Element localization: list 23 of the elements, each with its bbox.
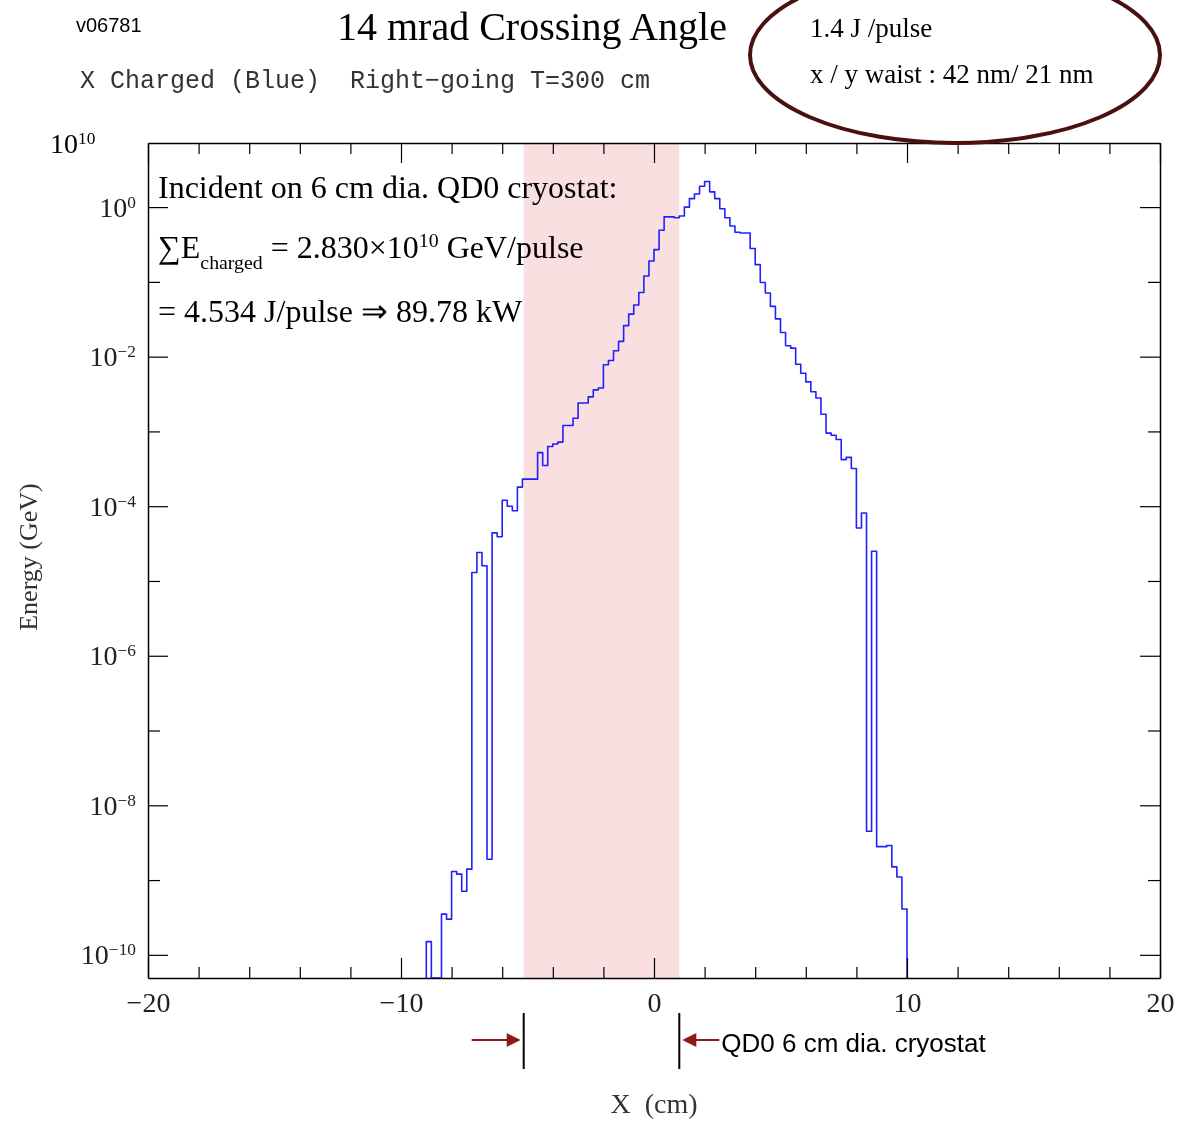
x-axis-title: X (cm) (610, 1088, 698, 1119)
text: v06781 (76, 14, 142, 36)
text: 10$^{10}$ (50, 128, 96, 159)
annotation: Incident on 6 cm dia. QD0 cryostat: (158, 169, 618, 205)
y-tick-label: 10$^{−6}$ (89, 640, 137, 672)
band-label: QD0 6 cm dia. cryostat (721, 1028, 987, 1058)
x-tick-label: 10 (893, 986, 922, 1018)
text: 1.4 J /pulse (810, 13, 933, 43)
y-tick-label: 10$^{−10}$ (80, 939, 137, 971)
y-tick-label: 10$^{−8}$ (89, 789, 137, 821)
y-axis-title: Energy (GeV) (14, 483, 43, 631)
text: x / y waist : 42 nm/ 21 nm (810, 59, 1094, 89)
x-tick-label: −20 (126, 986, 171, 1018)
chart-title: 14 mrad Crossing Angle (337, 4, 727, 49)
chart-subtitle: X Charged (Blue) Right−going T=300 cm (80, 67, 651, 96)
y-tick-label: 10$^{−2}$ (89, 341, 136, 373)
y-tick-label: 10$^{−4}$ (89, 490, 137, 522)
y-tick-label: 10$^{0}$ (99, 191, 137, 223)
x-tick-label: −10 (379, 986, 424, 1018)
annotation: ∑E$_{charged}$ = 2.830×10$^{10}$ GeV/pulse (158, 229, 584, 273)
x-tick-label: 0 (647, 986, 662, 1018)
annotation: = 4.534 J/pulse ⇒ 89.78 kW (158, 293, 523, 329)
x-tick-label: 20 (1146, 986, 1175, 1018)
